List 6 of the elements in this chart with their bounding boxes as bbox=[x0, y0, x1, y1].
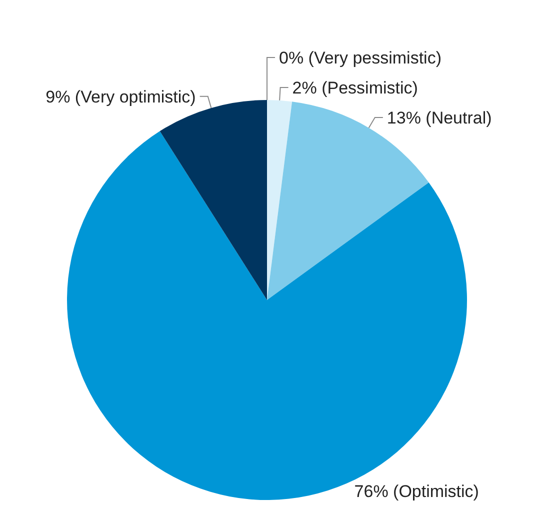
slice-label: 2% (Pessimistic) bbox=[292, 78, 418, 98]
category-label: 0% (Very pessimistic) bbox=[279, 48, 442, 68]
slice-label: 9% (Very optimistic) bbox=[46, 87, 196, 106]
pie-slice bbox=[267, 100, 292, 300]
slice-label: 13% (Neutral) bbox=[386, 108, 492, 128]
slice-label: 76% (Optimistic) bbox=[354, 482, 479, 501]
